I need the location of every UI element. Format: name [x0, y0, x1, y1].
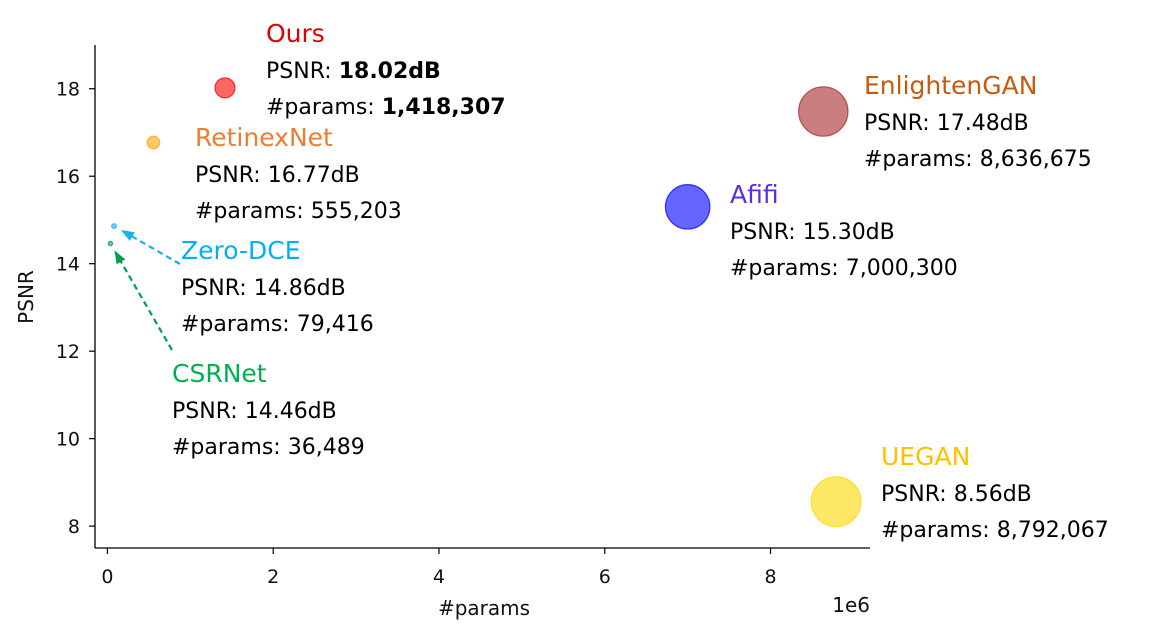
arrowhead-zero-dce — [120, 230, 135, 241]
psnr-text-afifi: PSNR: 15.30dB — [730, 220, 895, 245]
point-zero-dce — [111, 223, 117, 230]
y-tick-label: 10 — [56, 429, 80, 451]
point-csrnet — [107, 240, 114, 247]
psnr-text-enlightengan: PSNR: 17.48dB — [864, 111, 1029, 136]
params-text-zero-dce: #params: 79,416 — [181, 312, 374, 337]
x-axis-offset-text: 1e6 — [832, 593, 870, 617]
x-axis-label: #params — [438, 596, 530, 620]
arrow-csrnet — [114, 251, 173, 351]
point-afifi — [664, 184, 711, 230]
x-tick-label: 0 — [101, 566, 113, 588]
x-tick-label: 4 — [433, 566, 445, 588]
x-tick-label: 8 — [764, 566, 776, 588]
psnr-text-zero-dce: PSNR: 14.86dB — [181, 276, 346, 301]
y-tick-label: 18 — [56, 79, 80, 101]
annotation-arrows — [114, 230, 181, 351]
psnr-text-retinexnet: PSNR: 16.77dB — [195, 163, 360, 188]
psnr-text-csrnet: PSNR: 14.46dB — [172, 399, 337, 424]
psnr-text-ours: PSNR: 18.02dB — [266, 59, 441, 84]
label-ours: Ours — [266, 19, 325, 48]
axes: 0 2 4 6 8 8 10 12 14 16 18 — [56, 45, 870, 588]
data-points — [107, 77, 862, 528]
point-retinexnet — [146, 135, 161, 150]
arrowhead-csrnet — [114, 250, 126, 265]
y-tick-label: 8 — [68, 516, 80, 538]
label-zero-dce: Zero-DCE — [181, 236, 301, 265]
params-text-ours: #params: 1,418,307 — [266, 95, 506, 120]
params-text-enlightengan: #params: 8,636,675 — [864, 147, 1092, 172]
y-tick-label: 14 — [56, 254, 80, 276]
params-text-retinexnet: #params: 555,203 — [195, 199, 402, 224]
params-text-uegan: #params: 8,792,067 — [881, 518, 1109, 543]
point-uegan — [810, 476, 862, 528]
x-tick-label: 2 — [267, 566, 279, 588]
point-ours — [214, 77, 236, 99]
y-tick-label: 16 — [56, 166, 80, 188]
point-enlightengan — [798, 86, 849, 137]
arrow-zero-dce — [122, 230, 181, 265]
label-csrnet: CSRNet — [172, 359, 267, 388]
params-text-afifi: #params: 7,000,300 — [730, 256, 958, 281]
annotations: Ours PSNR: 18.02dB #params: 1,418,307 Retin… — [172, 19, 1109, 543]
label-afifi: Afifi — [730, 180, 779, 209]
label-retinexnet: RetinexNet — [195, 123, 333, 152]
psnr-text-uegan: PSNR: 8.56dB — [881, 482, 1032, 507]
y-axis-label: PSNR — [14, 270, 38, 324]
label-enlightengan: EnlightenGAN — [864, 71, 1037, 100]
x-tick-label: 6 — [599, 566, 611, 588]
params-text-csrnet: #params: 36,489 — [172, 435, 365, 460]
label-uegan: UEGAN — [881, 442, 970, 471]
y-tick-label: 12 — [56, 341, 80, 363]
